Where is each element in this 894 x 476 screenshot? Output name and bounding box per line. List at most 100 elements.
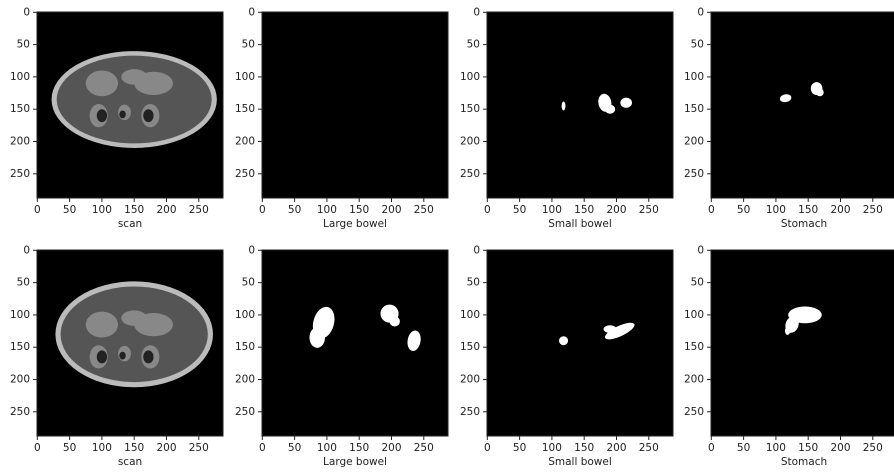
x-tick-label: 150 [798,204,818,216]
y-tick-label: 100 [235,71,255,83]
image-panel: 0 50 100 150 200 250 0 50 100 150 200 250 Small bowe… [460,244,674,468]
y-tick-label: 50 [17,277,30,289]
x-tick-label: 100 [92,442,112,454]
x-tick-label: 200 [606,442,626,454]
organ-dark [119,110,126,119]
axes-frame [36,11,224,199]
x-tick-label: 150 [124,442,144,454]
y-tick-label: 100 [10,309,30,321]
x-tick-label: 0 [484,204,491,216]
y-tick-label: 150 [10,103,30,115]
x-axis-label: scan [118,456,142,468]
x-tick-label: 100 [766,442,786,454]
y-tick-label: 50 [691,39,704,51]
y-tick-label: 200 [684,135,704,147]
organ [121,310,148,326]
mask-region [815,88,824,97]
axes-frame [261,11,449,199]
x-tick-label: 0 [259,442,266,454]
x-tick-label: 150 [574,204,594,216]
x-tick-label: 200 [381,204,401,216]
mask-region [604,104,616,114]
organ [85,311,119,338]
y-tick-label: 0 [248,244,255,256]
x-axis-label: Small bowel [548,218,612,230]
x-tick-label: 200 [381,442,401,454]
organ [121,69,148,85]
image-panel: 0 50 100 150 200 250 0 50 100 150 200 250 Small bowe… [460,6,674,230]
organ-dark [143,109,154,123]
y-tick-label: 150 [684,103,704,115]
image-panel: 0 50 100 150 200 250 0 50 100 150 200 250 Large bowe… [235,6,449,230]
y-tick-label: 0 [23,6,30,18]
y-tick-label: 50 [242,39,255,51]
mask-region [309,327,325,348]
x-tick-label: 150 [124,204,144,216]
organ-dark [143,350,154,364]
y-tick-label: 50 [17,39,30,51]
mask-region [604,322,635,340]
y-tick-label: 100 [235,309,255,321]
x-tick-label: 0 [34,442,41,454]
y-tick-label: 150 [235,341,255,353]
x-tick-label: 50 [513,204,526,216]
y-tick-label: 50 [242,277,255,289]
x-tick-label: 100 [766,204,786,216]
organ-dark [96,350,108,364]
y-tick-label: 0 [23,244,30,256]
y-tick-label: 0 [473,6,480,18]
y-tick-label: 50 [691,277,704,289]
y-tick-label: 250 [235,406,255,418]
x-axis-label: Large bowel [323,218,387,230]
x-tick-label: 50 [513,442,526,454]
x-tick-label: 250 [414,204,434,216]
x-axis-label: Large bowel [323,456,387,468]
x-tick-label: 0 [484,442,491,454]
y-tick-label: 100 [684,309,704,321]
image-background [487,12,673,198]
mask-region [620,97,632,108]
y-tick-label: 250 [10,406,30,418]
x-tick-label: 0 [708,204,715,216]
y-tick-label: 100 [460,71,480,83]
y-tick-label: 200 [235,135,255,147]
x-tick-label: 50 [288,204,301,216]
mask-region [784,327,791,335]
x-tick-label: 150 [574,442,594,454]
x-tick-label: 100 [542,204,562,216]
x-tick-label: 150 [349,442,369,454]
y-tick-label: 100 [460,309,480,321]
image-panel: 0 50 100 150 200 250 0 50 100 150 200 250 scan [10,6,224,230]
axes-frame [486,11,674,199]
x-tick-label: 150 [349,204,369,216]
y-tick-label: 0 [473,244,480,256]
image-background [711,12,894,198]
x-tick-label: 250 [863,204,883,216]
x-tick-label: 0 [259,204,266,216]
y-tick-label: 150 [235,103,255,115]
mask-region [559,336,569,346]
y-tick-label: 100 [684,71,704,83]
organ-dark [119,351,126,360]
y-tick-label: 100 [10,71,30,83]
axes-frame [710,11,894,199]
x-tick-label: 50 [63,442,76,454]
x-tick-label: 250 [863,442,883,454]
y-tick-label: 0 [697,244,704,256]
x-tick-label: 100 [542,442,562,454]
x-tick-label: 100 [92,204,112,216]
y-tick-label: 250 [684,168,704,180]
y-tick-label: 150 [460,103,480,115]
x-tick-label: 50 [737,442,750,454]
body-interior [60,286,208,383]
mask-region [389,316,400,327]
mask-region [603,325,617,333]
body-interior [56,55,212,144]
image-panel: 0 50 100 150 200 250 0 50 100 150 200 250 Large bowe… [235,244,449,468]
y-tick-label: 200 [460,135,480,147]
axes-frame [486,249,674,437]
mask-region [779,94,792,103]
x-tick-label: 150 [798,442,818,454]
organ [85,70,119,97]
